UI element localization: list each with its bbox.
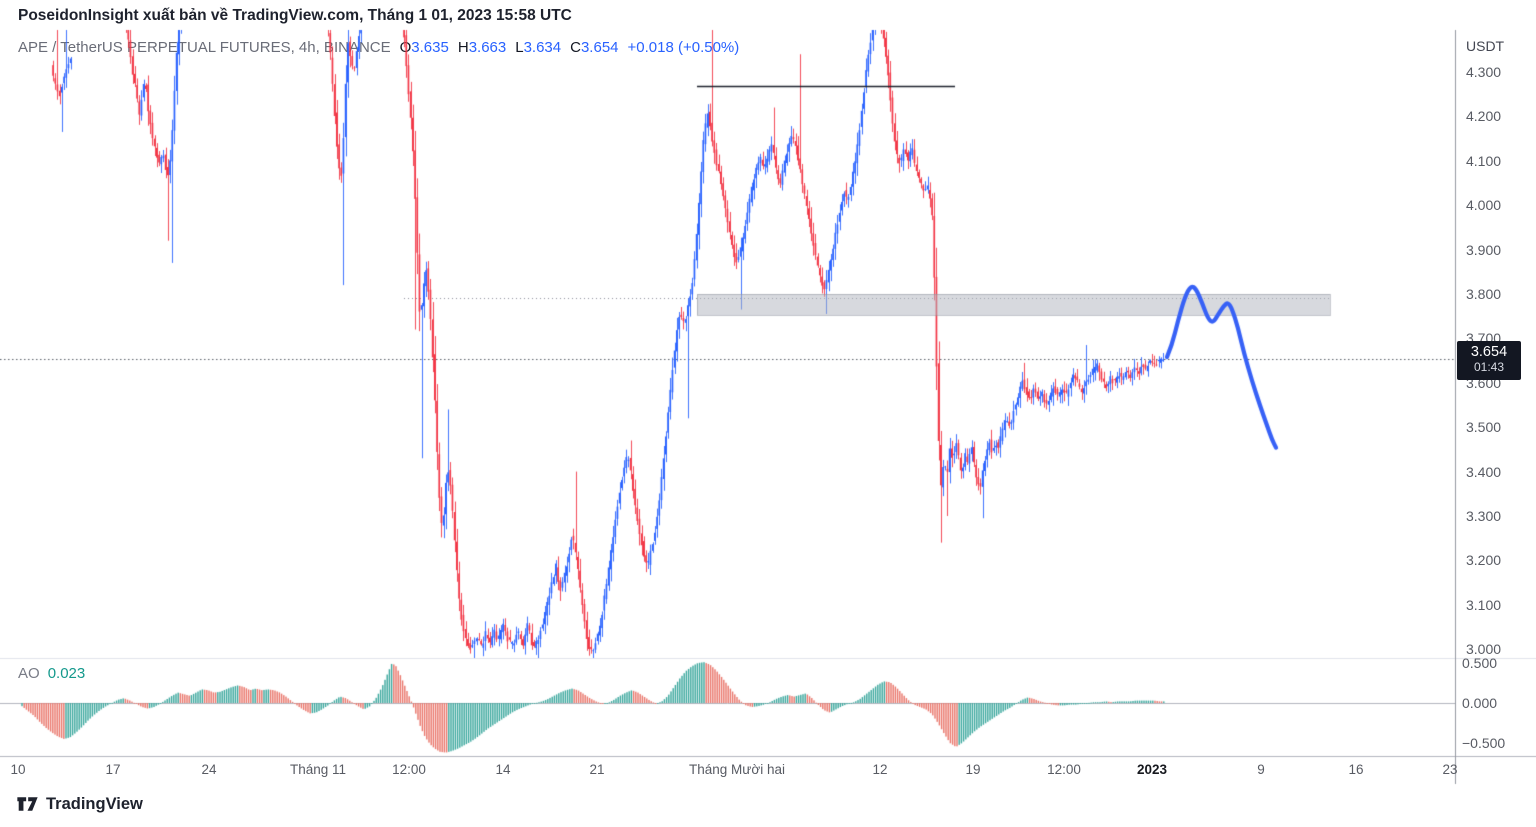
time-tick-label: 12:00 <box>392 762 426 777</box>
time-tick-label: 2023 <box>1136 762 1168 777</box>
tradingview-logo-text[interactable]: TradingView <box>46 794 143 813</box>
ao-tick-label: 0.000 <box>1462 695 1498 711</box>
price-tick-label: 3.900 <box>1466 241 1502 258</box>
last-price-value: 3.654 <box>1470 344 1508 360</box>
time-tick-label: 17 <box>105 762 121 777</box>
last-price-tag: 3.654 01:43 <box>1457 341 1521 380</box>
time-tick-label: 23 <box>1442 762 1458 777</box>
publish-header-text: PoseidonInsight xuất bản về TradingView.… <box>18 7 572 24</box>
price-tick-label: 3.100 <box>1466 596 1502 613</box>
price-tick-label: 3.200 <box>1466 552 1502 569</box>
price-tick-label: 4.100 <box>1466 152 1502 169</box>
time-tick-label: 9 <box>1257 762 1265 777</box>
price-tick-label: 3.500 <box>1466 419 1502 436</box>
time-tick-label: Tháng 11 <box>289 762 347 777</box>
ao-indicator-name[interactable]: AO <box>18 665 40 682</box>
tradingview-logo-icon[interactable] <box>16 794 39 814</box>
ao-tick-label: 0.500 <box>1462 655 1498 671</box>
time-tick-label: 21 <box>589 762 605 777</box>
price-tick-label: 3.000 <box>1466 641 1502 658</box>
time-tick-label: 19 <box>965 762 981 777</box>
price-tick-label: 3.400 <box>1466 463 1502 480</box>
price-axis-currency-label: USDT <box>1466 38 1505 54</box>
price-tick-label: 4.200 <box>1466 108 1502 125</box>
time-tick-label: 10 <box>10 762 26 777</box>
time-tick-label: 12 <box>872 762 888 777</box>
time-tick-label: Tháng Mười hai <box>689 762 785 777</box>
price-tick-label: 4.000 <box>1466 197 1502 214</box>
price-tick-label: 3.800 <box>1466 286 1502 302</box>
price-tick-label: 3.300 <box>1466 508 1502 524</box>
bar-countdown: 01:43 <box>1473 360 1505 374</box>
ao-indicator-legend[interactable]: AO 0.023 <box>18 665 85 682</box>
time-tick-label: 16 <box>1348 762 1364 777</box>
ao-tick-label: −0.500 <box>1462 735 1506 751</box>
publish-header: PoseidonInsight xuất bản về TradingView.… <box>18 7 572 25</box>
footer: TradingView <box>16 794 143 814</box>
ao-indicator-value: 0.023 <box>47 665 86 682</box>
time-tick-label: 24 <box>201 762 217 777</box>
time-tick-label: 12:00 <box>1047 762 1081 777</box>
time-tick-label: 14 <box>495 762 511 777</box>
price-tick-label: 4.300 <box>1466 64 1502 80</box>
